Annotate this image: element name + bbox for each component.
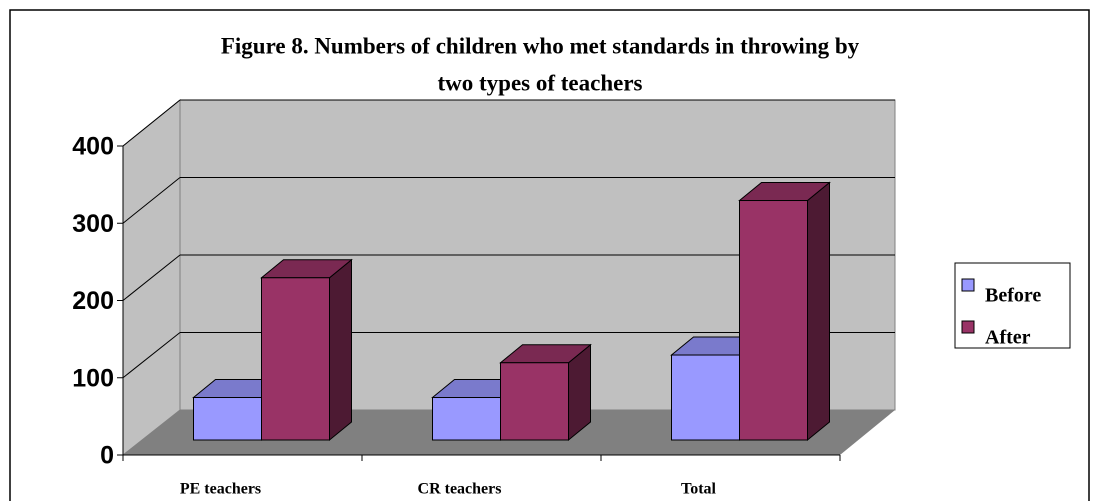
grid-line: [122, 332, 181, 379]
y-tick-label: 400: [72, 133, 114, 161]
x-tick-label: PE teachers: [180, 481, 261, 498]
bar: [671, 354, 740, 441]
bar: [739, 200, 808, 441]
grid-line: [122, 99, 181, 147]
bar-side: [807, 181, 830, 442]
chart-title: Figure 8. Numbers of children who met st…: [221, 33, 860, 58]
x-tick-label: CR teachers: [418, 481, 502, 498]
bar: [500, 362, 569, 441]
legend-label: Before: [985, 285, 1041, 307]
legend-label: After: [985, 327, 1031, 349]
y-tick-label: 0: [100, 442, 114, 470]
chart-title: two types of teachers: [437, 70, 642, 95]
y-tick-label: 100: [72, 364, 114, 392]
x-tick-label: Total: [681, 481, 717, 498]
y-tick-label: 300: [72, 210, 114, 238]
bar: [432, 397, 501, 441]
legend-box: [954, 262, 1071, 349]
bar: [261, 277, 330, 441]
legend-swatch: [961, 278, 975, 292]
grid-line: [122, 177, 181, 224]
y-tick-label: 200: [72, 287, 114, 315]
grid-line: [122, 254, 181, 301]
bar-side: [329, 258, 352, 442]
bar: [193, 397, 262, 441]
legend-swatch: [961, 320, 975, 334]
